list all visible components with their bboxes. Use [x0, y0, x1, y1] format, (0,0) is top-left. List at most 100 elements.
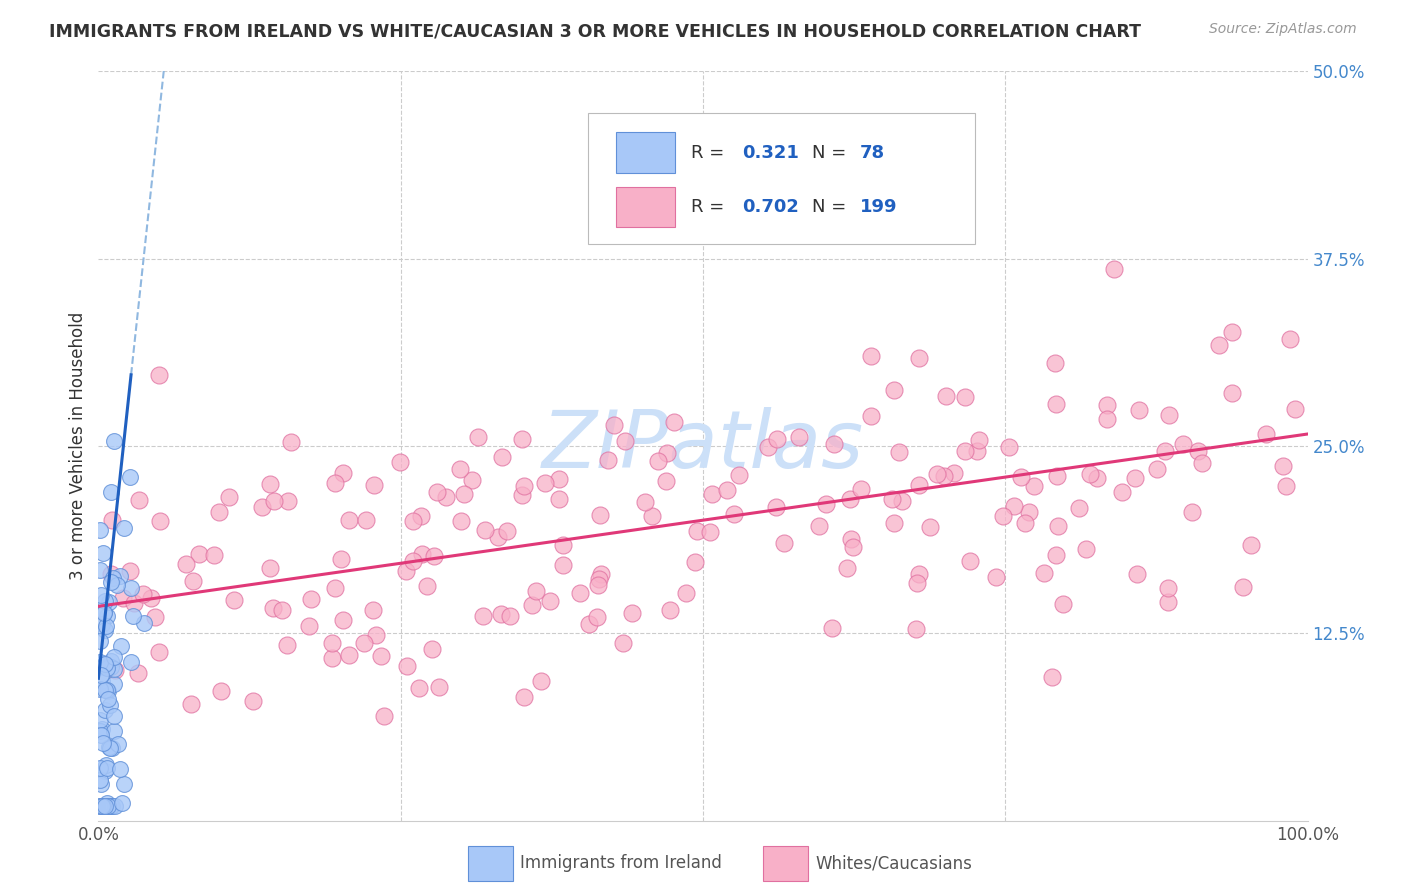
Point [395, 564, 418, 578]
Point [89, 681, 111, 696]
Text: Source: ZipAtlas.com: Source: ZipAtlas.com [1209, 22, 1357, 37]
Point [1232, 580, 1254, 594]
Point [1123, 471, 1146, 485]
Point [103, 434, 125, 448]
Point [411, 547, 433, 561]
Point [94, 683, 117, 698]
Point [101, 740, 124, 755]
Point [89, 655, 111, 669]
Point [655, 446, 678, 460]
Point [120, 655, 142, 669]
Point [1220, 325, 1243, 339]
Point [920, 520, 942, 534]
Point [105, 578, 128, 592]
Point [1157, 408, 1180, 422]
Text: 78: 78 [860, 144, 886, 161]
Point [323, 581, 346, 595]
Point [467, 430, 489, 444]
Point [1033, 566, 1056, 581]
Point [91, 798, 114, 813]
Point [104, 664, 127, 678]
Point [614, 434, 637, 448]
Point [551, 558, 574, 572]
Point [110, 569, 132, 583]
Point [97, 740, 120, 755]
Point [612, 636, 634, 650]
Text: 0.702: 0.702 [742, 198, 799, 216]
Point [370, 649, 392, 664]
Point [449, 462, 471, 476]
Point [89, 723, 111, 738]
Point [524, 583, 547, 598]
Point [94, 619, 117, 633]
Point [202, 548, 225, 562]
Point [94, 798, 117, 813]
Point [103, 677, 125, 691]
Point [1154, 444, 1177, 458]
Point [176, 558, 198, 572]
Point [1014, 516, 1036, 530]
Point [208, 504, 231, 518]
Point [588, 572, 610, 586]
Point [538, 593, 561, 607]
Point [860, 349, 883, 363]
Point [277, 494, 299, 508]
Point [262, 601, 284, 615]
Point [91, 546, 114, 560]
Point [354, 513, 377, 527]
Text: Whites/Caucasians: Whites/Caucasians [815, 855, 973, 872]
Point [814, 497, 837, 511]
Point [686, 524, 709, 539]
Point [332, 466, 354, 480]
Point [935, 388, 957, 402]
Point [426, 484, 449, 499]
Point [934, 469, 956, 483]
Point [427, 680, 450, 694]
Point [533, 475, 555, 490]
Point [959, 554, 981, 568]
Point [461, 474, 484, 488]
Point [603, 417, 626, 432]
Point [1018, 505, 1040, 519]
Point [908, 351, 931, 366]
Point [547, 472, 569, 486]
Point [98, 595, 121, 609]
Point [1220, 385, 1243, 400]
Point [100, 484, 122, 499]
Point [821, 621, 844, 635]
Point [96, 798, 118, 813]
Point [1045, 548, 1067, 562]
Point [187, 547, 209, 561]
Point [395, 659, 418, 673]
Point [641, 509, 664, 524]
Point [434, 490, 457, 504]
Point [1067, 500, 1090, 515]
Point [90, 668, 112, 682]
Point [97, 684, 120, 698]
Point [110, 639, 132, 653]
Point [111, 591, 134, 606]
Point [96, 682, 118, 697]
Point [103, 709, 125, 723]
FancyBboxPatch shape [588, 112, 976, 244]
Point [298, 619, 321, 633]
Point [943, 466, 966, 480]
Point [263, 493, 285, 508]
Point [124, 596, 146, 610]
Point [683, 555, 706, 569]
Point [118, 470, 141, 484]
Point [416, 579, 439, 593]
Point [94, 764, 117, 779]
Point [723, 507, 745, 521]
Point [1187, 444, 1209, 458]
Point [1097, 412, 1119, 426]
Point [128, 492, 150, 507]
Point [908, 478, 931, 492]
Point [89, 563, 111, 577]
Text: R =: R = [690, 198, 730, 216]
Point [97, 692, 120, 706]
Point [373, 709, 395, 723]
Point [402, 554, 425, 568]
Point [100, 741, 122, 756]
Point [120, 564, 142, 578]
